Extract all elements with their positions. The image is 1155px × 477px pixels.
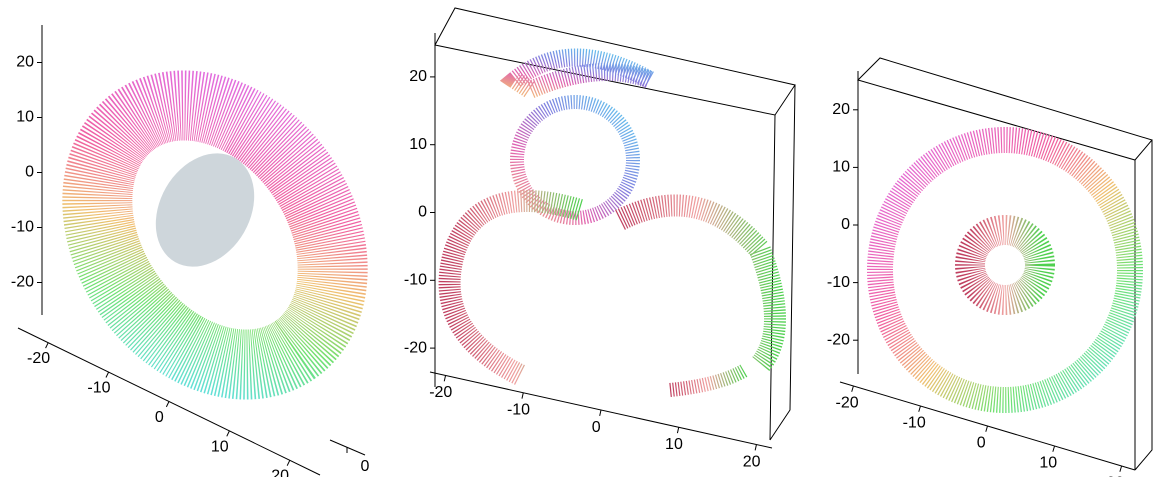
z-tick-label: 20: [16, 54, 34, 71]
x-tick: [986, 426, 988, 432]
x-tick-label: 0: [155, 409, 164, 426]
z-tick-label: 10: [832, 159, 850, 176]
x-tick-label: -10: [87, 380, 110, 397]
x-tick-label: 20: [271, 468, 289, 477]
x-tick-label: -20: [429, 384, 452, 401]
z-tick-label: 0: [841, 216, 850, 233]
z-tick-label: 20: [832, 101, 850, 118]
x-tick: [600, 410, 601, 416]
x-tick-label: 10: [211, 438, 229, 455]
x-tick: [755, 445, 756, 451]
z-tick-label: 10: [16, 109, 34, 126]
x-tick: [46, 343, 49, 348]
x-tick-label: -20: [27, 350, 50, 367]
x-tick: [287, 460, 290, 465]
x-tick-label: 0: [977, 434, 986, 451]
z-tick-label: -20: [11, 274, 34, 291]
figure: -20 -10 0 10 20 -20 -10 0 10 20 0 -20 -10 0 10 20 -20 -10…: [0, 0, 1155, 477]
surface-1: [49, 60, 382, 410]
x-tick-label: -20: [836, 394, 859, 411]
z-tick-label: -10: [404, 272, 427, 289]
x-tick: [677, 427, 678, 433]
x-tick-label: 0: [592, 419, 601, 436]
z-tick-label: 0: [25, 164, 34, 181]
x-tick: [106, 372, 109, 377]
surface-3: [858, 58, 1152, 470]
z-tick-label: -20: [404, 339, 427, 356]
x-tick-label: 20: [743, 453, 761, 470]
x-tick: [522, 393, 523, 399]
x-tick: [444, 375, 445, 381]
x-tick: [919, 406, 921, 412]
y-tick-label: 0: [361, 458, 370, 475]
x-tick: [166, 402, 169, 407]
x-tick-label: 10: [665, 436, 683, 453]
x-tick-label: 10: [1039, 454, 1057, 471]
z-tick-label: 20: [409, 68, 427, 85]
z-tick-label: 10: [409, 136, 427, 153]
x-tick: [852, 386, 854, 392]
surface-2: [435, 8, 795, 440]
x-tick-label: -10: [507, 402, 530, 419]
z-tick-label: -10: [827, 274, 850, 291]
x-tick-label: -10: [903, 414, 926, 431]
z-tick-label: -10: [11, 219, 34, 236]
z-tick-label: 0: [418, 204, 427, 221]
x-tick: [1053, 446, 1055, 452]
x-tick: [227, 431, 230, 436]
z-tick-label: -20: [827, 331, 850, 348]
x-tick: [1120, 466, 1122, 472]
